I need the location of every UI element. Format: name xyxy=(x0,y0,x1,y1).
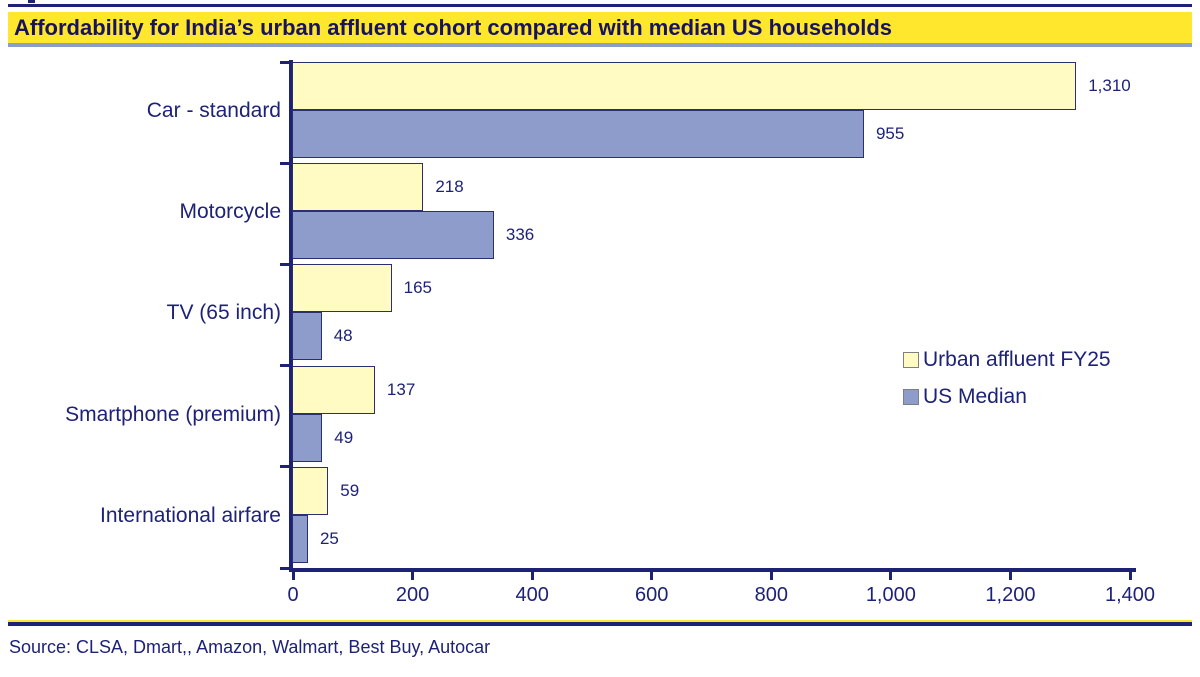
legend-item-us-median: US Median xyxy=(903,378,1111,415)
value-label: 49 xyxy=(334,427,354,447)
value-label: 59 xyxy=(340,480,360,500)
x-axis-tick-label: 0 xyxy=(287,584,299,606)
legend-swatch-us-median xyxy=(903,388,919,405)
category-label: International airfare xyxy=(100,503,281,527)
bottom-divider xyxy=(8,622,1192,626)
legend-label-us-median: US Median xyxy=(923,384,1027,408)
value-label: 336 xyxy=(505,225,535,245)
x-axis-tick xyxy=(769,572,773,580)
title-underline xyxy=(8,43,1192,47)
x-axis-tick xyxy=(530,572,534,580)
y-axis-tick xyxy=(280,566,290,570)
cropped-text-artifact xyxy=(28,0,35,3)
top-divider xyxy=(8,4,1192,7)
x-axis-tick-label: 800 xyxy=(754,584,788,606)
chart-title-bar: Affordability for India’s urban affluent… xyxy=(8,12,1192,43)
legend-swatch-urban-affluent xyxy=(903,351,919,368)
y-axis-line xyxy=(289,60,293,570)
category-label: Motorcycle xyxy=(179,200,281,224)
category-label: Car - standard xyxy=(146,99,281,122)
category-label: TV (65 inch) xyxy=(166,301,281,325)
source-note: Source: CLSA, Dmart,, Amazon, Walmart, B… xyxy=(9,637,491,657)
data-bar-urban-affluent xyxy=(292,264,392,313)
value-label: 48 xyxy=(333,326,353,346)
x-axis-tick-label: 1,000 xyxy=(865,584,916,606)
y-axis-tick xyxy=(280,364,290,368)
x-axis-tick xyxy=(889,572,893,580)
data-bar-us-median xyxy=(292,110,864,158)
y-axis-tick xyxy=(280,262,290,266)
x-axis-tick xyxy=(411,572,415,580)
y-axis-tick xyxy=(280,465,290,469)
legend-item-urban-affluent: Urban affluent FY25 xyxy=(903,341,1111,378)
value-label: 1,310 xyxy=(1088,76,1131,95)
legend: Urban affluent FY25 US Median xyxy=(903,341,1111,415)
x-axis-tick xyxy=(291,572,295,580)
bottom-divider-yellow xyxy=(8,620,1192,622)
data-bar-urban-affluent xyxy=(292,163,424,212)
x-axis-tick xyxy=(1128,572,1132,580)
data-bar-us-median xyxy=(292,413,323,462)
value-label: 137 xyxy=(386,379,416,399)
x-axis-tick-label: 1,200 xyxy=(985,584,1036,606)
legend-label-urban-affluent: Urban affluent FY25 xyxy=(923,347,1111,371)
data-bar-urban-affluent xyxy=(292,365,375,414)
data-bar-us-median xyxy=(292,211,494,260)
data-bar-urban-affluent xyxy=(292,62,1077,110)
value-label: 25 xyxy=(319,528,339,548)
chart-title: Affordability for India’s urban affluent… xyxy=(14,14,893,40)
value-label: 955 xyxy=(875,124,905,143)
data-bar-urban-affluent xyxy=(292,466,329,515)
y-axis-tick xyxy=(280,60,290,64)
x-axis-tick xyxy=(650,572,654,580)
x-axis-tick-label: 1,400 xyxy=(1104,584,1156,606)
data-bar-us-median xyxy=(292,312,322,361)
x-axis-tick-label: 400 xyxy=(515,584,549,606)
x-axis-tick-label: 200 xyxy=(395,584,430,606)
value-label: 165 xyxy=(403,278,433,298)
category-label: Smartphone (premium) xyxy=(65,402,281,426)
y-axis-tick xyxy=(280,161,290,165)
value-label: 218 xyxy=(435,177,464,197)
data-bar-us-median xyxy=(292,514,308,563)
x-axis-line xyxy=(289,568,1136,572)
x-axis-tick xyxy=(1008,572,1012,580)
x-axis-tick-label: 600 xyxy=(635,584,669,606)
